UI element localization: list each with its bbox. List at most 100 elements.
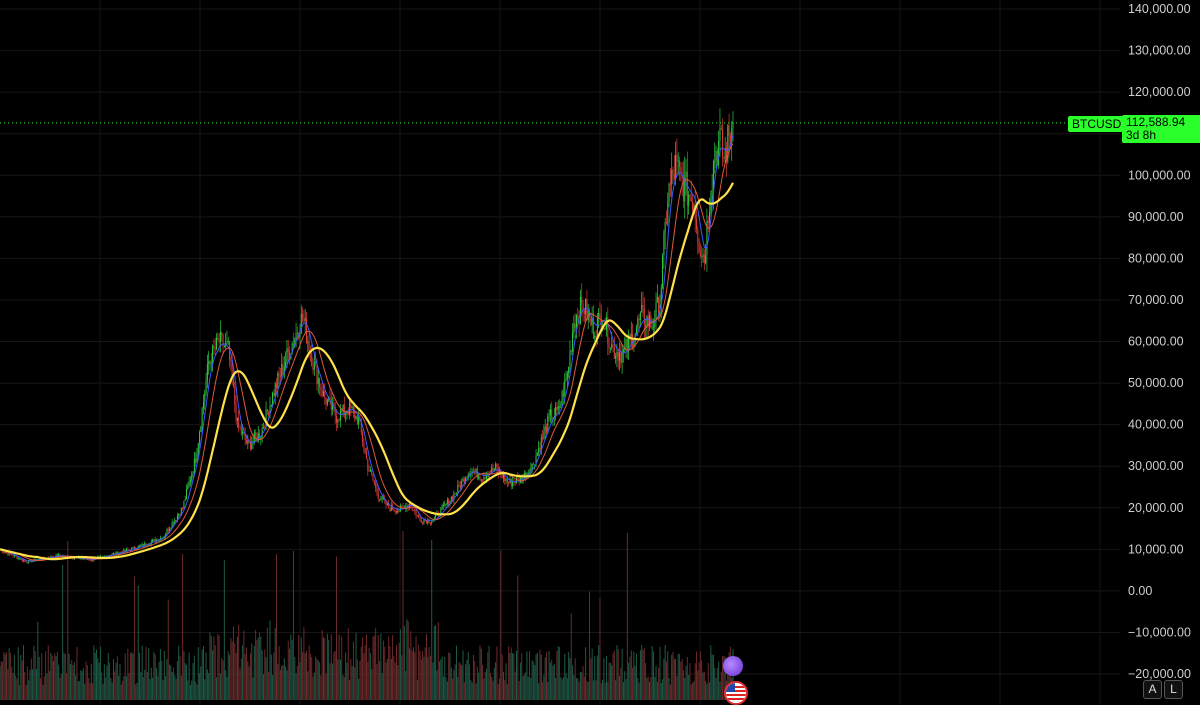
candle <box>667 192 669 227</box>
candle <box>543 424 545 440</box>
volume-bar <box>452 678 454 700</box>
candle <box>187 482 189 491</box>
candle <box>513 478 515 487</box>
volume-bar <box>441 656 443 700</box>
volume-bar <box>660 682 662 700</box>
volume-bars <box>0 530 734 700</box>
volume-bar <box>570 613 572 700</box>
volume-bar <box>595 680 597 700</box>
candle <box>341 409 343 415</box>
candle <box>171 519 173 529</box>
candle <box>17 556 19 561</box>
candle <box>575 313 577 339</box>
volume-bar <box>15 675 17 700</box>
volume-bar <box>565 673 567 700</box>
candle <box>366 447 367 460</box>
volume-bar <box>79 681 81 700</box>
volume-bar <box>38 656 40 700</box>
volume-bar <box>141 645 143 700</box>
candle <box>329 387 331 405</box>
log-scale-button[interactable]: L <box>1164 680 1183 699</box>
candle <box>416 515 418 517</box>
volume-bar <box>392 635 394 700</box>
volume-bar <box>379 661 381 700</box>
candle <box>565 370 567 382</box>
candle <box>358 408 360 429</box>
candle <box>705 243 707 265</box>
volume-bar <box>553 663 555 700</box>
volume-bar <box>341 636 343 700</box>
volume-bar <box>8 648 10 700</box>
volume-bar <box>20 654 22 700</box>
volume-bar <box>221 658 223 700</box>
candle <box>132 546 134 549</box>
volume-bar <box>459 663 461 700</box>
volume-bar <box>591 648 593 700</box>
candle <box>277 371 279 398</box>
volume-bar <box>566 678 568 700</box>
candle <box>377 488 379 503</box>
volume-bar <box>21 660 23 700</box>
candle <box>270 404 272 408</box>
volume-bar <box>229 654 231 700</box>
candle <box>386 502 388 506</box>
volume-bar <box>637 678 639 700</box>
volume-bar <box>279 669 281 700</box>
volume-bar <box>711 654 713 700</box>
volume-bar <box>47 645 49 700</box>
volume-bar <box>608 662 610 700</box>
candle <box>480 478 482 485</box>
volume-bar <box>112 659 114 700</box>
volume-bar <box>358 678 360 700</box>
volume-bar <box>256 640 258 700</box>
candle <box>617 348 619 370</box>
candle <box>497 463 499 479</box>
candle <box>373 479 375 486</box>
us-flag-icon[interactable] <box>724 681 748 705</box>
volume-bar <box>569 658 571 700</box>
candle <box>718 130 720 169</box>
volume-bar <box>197 647 199 700</box>
volume-bar <box>531 660 533 700</box>
volume-bar <box>694 663 696 700</box>
volume-bar <box>669 684 671 700</box>
volume-bar <box>475 683 477 700</box>
volume-bar <box>720 671 722 700</box>
volume-bar <box>446 681 448 700</box>
volume-bar <box>651 645 653 700</box>
volume-bar <box>195 681 197 700</box>
volume-bar <box>712 654 714 700</box>
volume-bar <box>25 684 27 700</box>
volume-bar <box>174 675 176 700</box>
volume-bar <box>561 679 563 700</box>
volume-bar <box>184 663 186 700</box>
candle <box>619 342 621 371</box>
volume-bar <box>127 648 129 700</box>
volume-bar <box>286 670 288 700</box>
volume-bar <box>420 659 422 700</box>
volume-bar <box>103 664 105 700</box>
candle <box>196 448 198 464</box>
volume-bar <box>192 663 194 700</box>
candle <box>512 477 514 489</box>
candle <box>595 329 597 348</box>
candle <box>266 408 268 415</box>
volume-bar <box>202 645 204 700</box>
volume-bar <box>394 662 396 700</box>
candle <box>364 447 366 455</box>
volume-bar <box>436 670 438 700</box>
volume-bar <box>315 656 317 700</box>
volume-bar <box>581 672 583 700</box>
volume-bar <box>180 675 182 700</box>
candle <box>112 552 114 555</box>
candle <box>673 155 675 181</box>
bolt-icon[interactable] <box>723 656 743 676</box>
volume-bar <box>343 677 345 700</box>
volume-bar <box>93 645 95 700</box>
candle <box>682 160 684 208</box>
volume-bar <box>88 678 90 700</box>
volume-bar <box>209 632 211 700</box>
auto-scale-button[interactable]: A <box>1143 680 1162 699</box>
volume-bar <box>432 662 434 700</box>
